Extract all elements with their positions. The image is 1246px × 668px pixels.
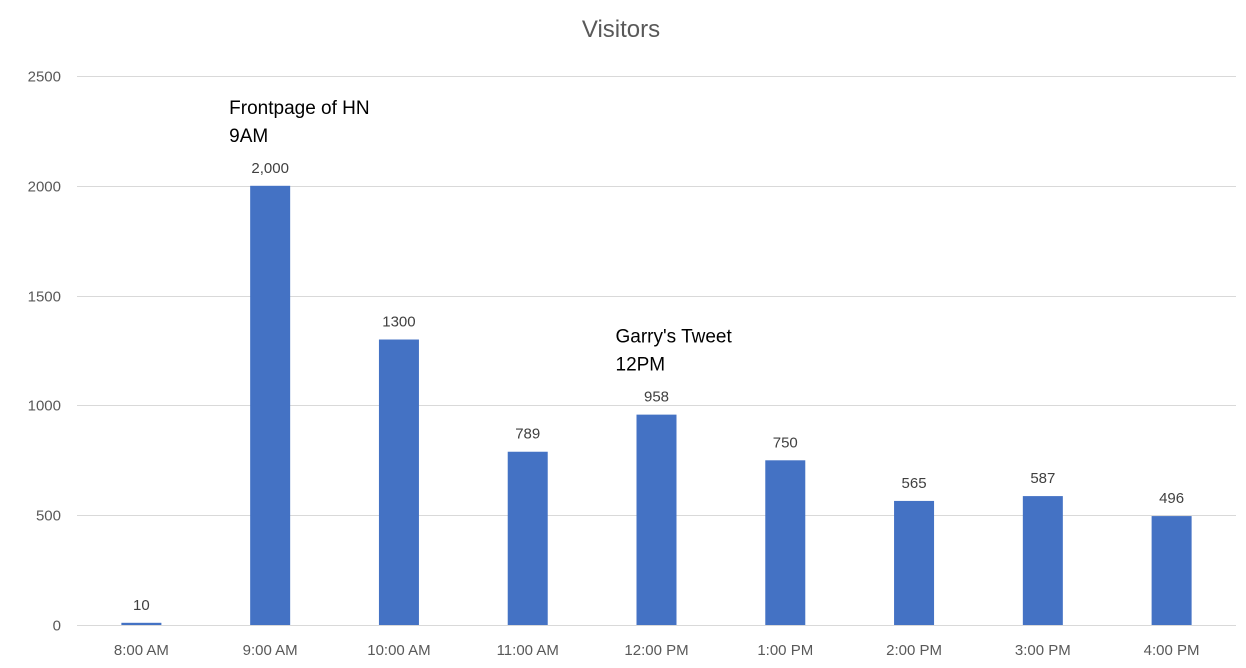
data-label: 587 (1030, 470, 1055, 487)
x-tick-label: 1:00 PM (757, 642, 813, 659)
data-label: 10 (133, 597, 150, 614)
annotation-line: Garry's Tweet (616, 327, 733, 348)
data-label: 496 (1159, 490, 1184, 507)
data-label: 2,000 (251, 160, 289, 177)
data-label: 565 (902, 475, 927, 492)
data-label: 958 (644, 389, 669, 406)
annotations: Frontpage of HN 9AM Garry's Tweet 12PM (229, 98, 732, 376)
x-tick-label: 2:00 PM (886, 642, 942, 659)
x-tick-label: 8:00 AM (114, 642, 169, 659)
x-tick-label: 4:00 PM (1144, 642, 1200, 659)
annotation-line: Frontpage of HN (229, 98, 369, 119)
bar-2-00-pm (894, 500, 935, 625)
annotation-line: 12PM (616, 355, 666, 376)
annotation-1: Frontpage of HN 9AM (229, 98, 369, 147)
bar-11-00-am (507, 451, 548, 625)
bar-10-00-am (378, 339, 419, 625)
x-tick-label: 9:00 AM (243, 642, 298, 659)
bar-12-00-pm (636, 414, 677, 625)
x-tick-label: 12:00 PM (624, 642, 688, 659)
annotation-line: 9AM (229, 126, 268, 147)
bar-3-00-pm (1022, 496, 1063, 625)
y-tick-label: 0 (53, 618, 61, 635)
bar-9-00-am (250, 185, 291, 626)
bars (121, 185, 1192, 626)
data-label: 789 (515, 426, 540, 443)
data-label: 750 (773, 434, 798, 451)
bar-4-00-pm (1151, 516, 1192, 625)
x-tick-label: 11:00 AM (497, 642, 559, 659)
bar-1-00-pm (765, 460, 806, 625)
x-axis-tick-labels: 8:00 AM 9:00 AM 10:00 AM 11:00 AM 12:00 PM 1:… (114, 642, 1200, 659)
x-tick-label: 3:00 PM (1015, 642, 1071, 659)
y-tick-label: 500 (36, 508, 61, 525)
y-axis-tick-labels: 0 500 1000 1500 2000 2500 (28, 69, 61, 635)
x-tick-label: 10:00 AM (367, 642, 430, 659)
y-tick-label: 2500 (28, 69, 61, 86)
data-labels: 10 2,000 1300 789 958 750 565 587 496 (133, 160, 1184, 614)
data-label: 1300 (382, 314, 415, 331)
bar-8-00-am (121, 622, 162, 625)
annotation-2: Garry's Tweet 12PM (616, 327, 733, 376)
y-tick-label: 2000 (28, 179, 61, 196)
y-tick-label: 1000 (28, 398, 61, 415)
chart-title: Visitors (582, 16, 660, 43)
y-tick-label: 1500 (28, 289, 61, 306)
